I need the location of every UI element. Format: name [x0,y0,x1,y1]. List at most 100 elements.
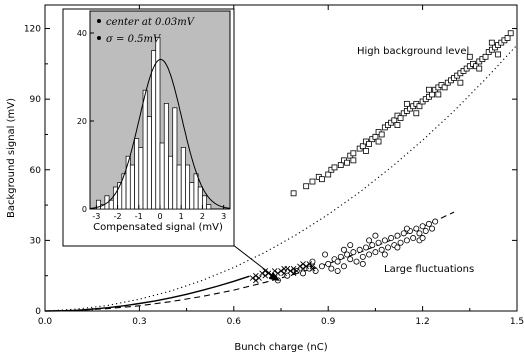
point-circle [362,244,369,251]
point-cross [290,270,297,277]
point-circle [419,223,426,230]
x-axis-label: Bunch charge (nC) [234,342,327,353]
point-cross [281,270,287,277]
point-circle [378,246,385,253]
inset-bar [185,164,191,210]
point-square [391,117,398,124]
inset-bar [142,89,148,210]
inset-bar [172,107,178,210]
point-circle [334,258,341,265]
x-tick-label: 0.6 [227,317,242,327]
point-circle [403,237,410,244]
point-cross [262,268,269,274]
point-square [363,148,369,154]
point-circle [347,242,354,249]
point-square [325,171,332,178]
point-cross [306,261,313,267]
point-circle [403,225,410,232]
inset-x-tick-label: 0 [157,212,162,221]
inset-bar [197,186,203,210]
point-cross [253,272,259,279]
inset-x-tick-label: -3 [92,212,100,221]
point-square [378,131,385,138]
point-circle [356,246,363,253]
point-circle [328,265,335,272]
point-square [331,164,338,171]
point-square [441,84,448,91]
point-square [290,190,297,197]
point-square [319,176,325,183]
point-cross [303,263,309,270]
x-tick-label: 0.3 [132,317,146,327]
point-cross [253,277,259,284]
point-cross [256,275,262,281]
point-circle [350,249,357,256]
point-square [495,51,502,58]
point-circle [381,251,388,258]
x-ticks: 0.0 0.3 0.6 0.9 1.2 1.5 [38,5,524,327]
point-square [457,79,464,86]
point-square [375,138,382,145]
inset-bar [168,155,174,210]
y-tick-label: 60 [30,166,42,176]
inset-x-ticks: -3 -2 -1 0 1 2 3 [92,205,226,221]
point-cross [300,265,306,272]
inset-legend-sigma: σ = 0.5mV [106,34,162,45]
inset-bar [202,195,208,210]
point-square [507,30,514,37]
point-square [416,103,423,110]
inset-bar [138,147,144,210]
inset-bar [176,164,182,210]
point-square [350,157,357,164]
point-circle [366,237,373,244]
point-cross [249,275,256,281]
point-cross [265,270,272,277]
inset-x-tick-label: -1 [135,212,143,221]
point-cross [278,268,284,274]
inset-arrow [227,240,273,276]
y-tick-label: 90 [30,95,42,105]
inset-bar [159,142,165,210]
point-circle [429,225,436,232]
inset-bar [163,103,169,210]
point-circle [369,242,376,249]
point-circle [344,251,351,258]
inset-y-tick-label: 20 [77,117,87,126]
point-circle [425,220,432,227]
point-circle [359,253,366,260]
point-circle [388,235,395,242]
point-circle [322,251,329,258]
point-square [429,91,435,98]
inset-bar [108,199,114,210]
inset-x-tick-label: 1 [179,212,184,221]
point-circle [337,253,344,260]
inset-gaussian-fit [89,58,231,209]
point-cross [287,268,294,274]
point-cross [262,272,269,279]
inset-y-tick-label: 0 [82,205,87,214]
point-square [413,110,420,117]
point-cross [281,265,287,272]
point-circle [394,232,401,239]
inset-bar [134,138,140,210]
point-circle [325,260,332,267]
inset-y-tick-label: 40 [77,29,87,38]
point-square [466,53,473,60]
y-tick-label: 30 [30,236,42,246]
point-square [303,183,310,190]
point-square [476,65,483,72]
annotation-large-fluctuations: Large fluctuations [384,264,474,275]
point-circle [372,249,379,256]
inset-bar [193,173,199,210]
point-circle [334,267,341,274]
inset-x-axis-label: Compensated signal (mV) [93,222,223,233]
inset-bar [155,37,161,210]
point-circle [340,263,347,270]
point-circle [347,256,354,263]
point-circle [312,267,319,274]
point-square [397,115,404,121]
inset-bar [151,50,157,210]
point-circle [400,230,407,237]
x-tick-label: 0.9 [321,317,336,327]
